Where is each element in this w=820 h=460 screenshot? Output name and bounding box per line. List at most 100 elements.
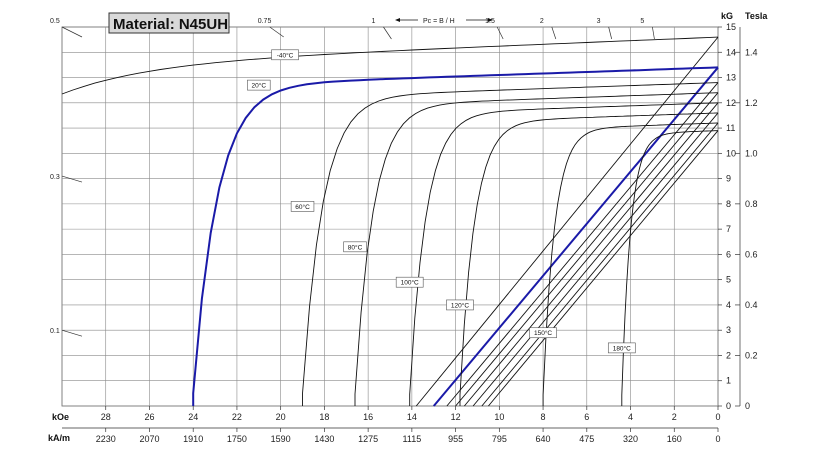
- x-tick-label-kam: 0: [715, 434, 720, 444]
- intrinsic-curve: [61, 36, 719, 95]
- normal-line: [446, 82, 719, 407]
- x-tick-label-kam: 320: [623, 434, 638, 444]
- pc-tick-top: [551, 26, 557, 40]
- pc-tick-top: [496, 26, 504, 40]
- temp-label: 60°C: [295, 203, 310, 211]
- pc-value-top: 5: [640, 18, 644, 25]
- pc-arrow-right-head: [488, 18, 493, 22]
- x-tick-label-kam: 1910: [183, 434, 203, 444]
- x-tick-label-kam: 1115: [403, 434, 422, 444]
- normal-line: [455, 92, 719, 407]
- pc-value-top: 0.75: [258, 18, 272, 25]
- temp-label-box: [446, 299, 474, 311]
- pc-value-top: 1: [371, 18, 375, 25]
- y-tick-label-kg: 10: [726, 148, 736, 158]
- x-unit-koe: kOe: [52, 412, 69, 422]
- temp-label-box: [247, 79, 271, 91]
- pc-tick-top: [608, 26, 613, 40]
- normal-curves: [415, 36, 719, 407]
- pc-value-left: 0.1: [50, 328, 60, 335]
- permeance-lines: 0.5 0.75 1 1.5 2 3 5 0.3 0.1: [50, 18, 655, 337]
- intrinsic-curve: [459, 112, 719, 406]
- y-tick-label-tesla: 1.4: [745, 47, 758, 57]
- normal-line: [472, 112, 719, 407]
- x-tick-label-kam: 160: [667, 434, 682, 444]
- y-tick-label-kg: 2: [726, 350, 731, 360]
- pc-tick-top: [269, 26, 284, 38]
- x-tick-label-kam: 1590: [271, 434, 291, 444]
- x-unit-kam: kA/m: [48, 433, 70, 443]
- x-tick-label-kam: 1275: [358, 434, 378, 444]
- y-unit-kg: kG: [721, 11, 733, 21]
- pc-tick-top: [61, 26, 83, 38]
- y-tick-label-kg: 4: [726, 300, 731, 310]
- material-title-box: [108, 12, 230, 34]
- x-tick-label-kam: 955: [448, 434, 463, 444]
- x-tick-label-koe: 2: [672, 412, 677, 422]
- temp-label-box: [271, 49, 299, 61]
- x-tick-label-koe: 20: [276, 412, 286, 422]
- y-tick-label-kg: 15: [726, 22, 736, 32]
- x-tick-label-kam: 475: [579, 434, 594, 444]
- pc-tick-top: [652, 26, 655, 40]
- y-tick-label-kg: 11: [726, 123, 735, 133]
- temperature-labels: -40°C 20°C 60°C 80°C 100°C 120°C 150°C 180°C: [247, 49, 636, 354]
- intrinsic-curve: [302, 82, 719, 406]
- x-tick-label-koe: 26: [144, 412, 154, 422]
- x-tick-label-kam: 795: [492, 434, 507, 444]
- x-tick-label-kam: 1430: [314, 434, 334, 444]
- y-tick-label-kg: 7: [726, 224, 731, 234]
- y-tick-label-kg: 13: [726, 73, 736, 83]
- x-tick-label-koe: 8: [541, 412, 546, 422]
- y-tick-label-kg: 5: [726, 275, 731, 285]
- intrinsic-curve: [354, 92, 719, 406]
- y-tick-label-tesla: 0.6: [745, 249, 758, 259]
- pc-tick-left: [61, 329, 83, 337]
- x-tick-label-koe: 0: [715, 412, 720, 422]
- temp-label: 100°C: [401, 279, 419, 287]
- chart-grid: [61, 26, 719, 407]
- y-tick-label-kg: 1: [726, 376, 731, 386]
- y-tick-label-kg: 3: [726, 325, 731, 335]
- temp-label: 180°C: [613, 344, 631, 352]
- x-tick-label-koe: 4: [628, 412, 633, 422]
- y-tick-label-tesla: 1.2: [745, 98, 758, 108]
- intrinsic-curve-20c: [192, 66, 719, 406]
- normal-line: [464, 102, 719, 407]
- intrinsic-curves: [61, 36, 719, 406]
- x-tick-label-koe: 12: [451, 412, 461, 422]
- x-tick-label-kam: 640: [536, 434, 551, 444]
- normal-line: [488, 130, 719, 407]
- intrinsic-curve: [621, 130, 719, 406]
- temp-label-box: [343, 241, 367, 253]
- pc-label: Pc = B / H: [423, 18, 455, 25]
- pc-value-top: 1.5: [485, 18, 495, 25]
- x-tick-label-kam: 2070: [139, 434, 159, 444]
- y-tick-label-kg: 6: [726, 249, 731, 259]
- x-tick-label-koe: 6: [584, 412, 589, 422]
- x-tick-label-koe: 18: [319, 412, 329, 422]
- temp-label: 120°C: [451, 301, 469, 309]
- pc-tick-left: [61, 175, 83, 183]
- intrinsic-curve: [409, 102, 719, 406]
- temp-label: 80°C: [348, 243, 363, 251]
- y-tick-label-kg: 0: [726, 401, 731, 411]
- temp-label-box: [290, 201, 315, 212]
- intrinsic-curve: [542, 122, 719, 406]
- pc-value-top: 0.5: [50, 18, 60, 25]
- y-tick-label-tesla: 0.4: [745, 300, 758, 310]
- x-tick-label-kam: 2230: [96, 434, 116, 444]
- y-tick-label-kg: 12: [726, 98, 736, 108]
- normal-line: [481, 122, 719, 407]
- normal-line: [415, 36, 719, 407]
- y-tick-label-tesla: 0.8: [745, 199, 758, 209]
- y-tick-label-tesla: 0.2: [745, 350, 758, 360]
- y-unit-tesla: Tesla: [745, 11, 768, 21]
- y-tick-label-tesla: 0: [745, 401, 750, 411]
- x-tick-label-kam: 1750: [227, 434, 247, 444]
- normal-line-20c: [432, 66, 719, 407]
- x-tick-label-koe: 22: [232, 412, 242, 422]
- x-tick-label-koe: 16: [363, 412, 373, 422]
